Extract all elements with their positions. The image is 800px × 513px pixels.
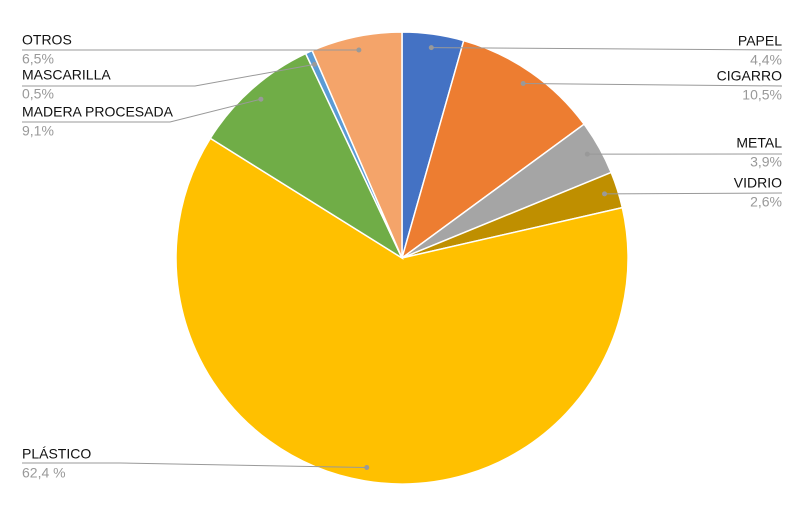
value-label: 3,9%: [750, 154, 782, 170]
pie-slice: [400, 39, 586, 260]
category-label: PLÁSTICO: [22, 446, 91, 462]
leader-line: [22, 98, 262, 123]
value-label: 0,5%: [22, 86, 54, 102]
leader-dot: [428, 45, 434, 51]
leader-line: [604, 192, 783, 195]
leader-line: [431, 47, 783, 51]
category-label: VIDRIO: [734, 175, 782, 191]
leader-dot: [356, 47, 362, 53]
leader-dot: [602, 191, 608, 197]
value-label: 9,1%: [22, 123, 54, 139]
value-label: 6,5%: [22, 51, 54, 67]
category-label: METAL: [736, 135, 782, 151]
category-label: PAPEL: [738, 33, 782, 49]
leader-dot: [258, 96, 264, 102]
category-label: MADERA PROCESADA: [22, 104, 174, 120]
category-label: OTROS: [22, 32, 72, 48]
leader-line: [523, 83, 783, 87]
leader-line: [22, 63, 315, 87]
value-label: 10,5%: [742, 87, 782, 103]
category-label: CIGARRO: [717, 68, 782, 84]
value-label: 2,6%: [750, 194, 782, 210]
value-label: 4,4%: [750, 52, 782, 68]
leader-dot: [520, 81, 526, 87]
pie-slice: [175, 137, 629, 485]
category-label: MASCARILLA: [22, 67, 111, 83]
leader-dot: [364, 464, 370, 470]
value-label: 62,4 %: [22, 465, 66, 481]
pie-slice: [311, 31, 403, 259]
pie-slice: [209, 52, 404, 260]
leader-dot: [311, 61, 317, 67]
leader-line: [22, 462, 367, 468]
leader-dot: [584, 151, 590, 157]
